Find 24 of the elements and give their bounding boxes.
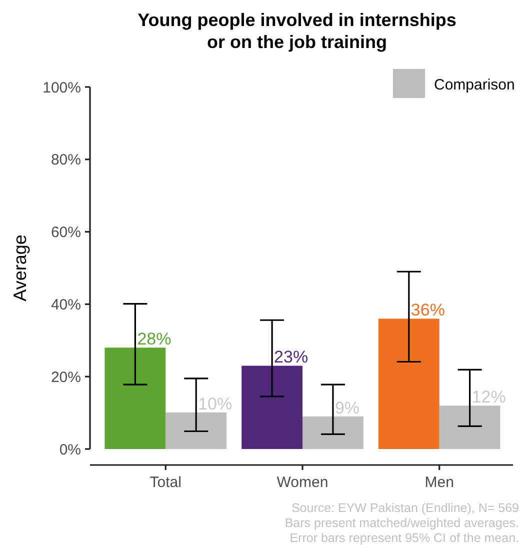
y-tick-label: 100% (42, 79, 81, 96)
x-tick-label: Women (276, 474, 328, 491)
text: Bars present matched/weighted averages. (284, 516, 519, 530)
y-axis-title: Average (10, 234, 30, 302)
y-tick-label: 0% (59, 441, 81, 458)
bar (104, 348, 166, 449)
bar (439, 406, 500, 449)
data-label: 23% (274, 348, 308, 367)
bar (166, 412, 227, 449)
bar (242, 366, 302, 449)
y-tick-label: 60% (50, 224, 81, 242)
text: Error bars represent 95% CI of the mean. (290, 531, 519, 545)
x-tick-label: Men (424, 474, 454, 491)
y-tick-label: 80% (50, 152, 81, 169)
y-tick-label: 20% (50, 368, 81, 386)
bar (378, 318, 440, 449)
source-note: Source: EYW Pakistan (Endline), N= 569 (291, 501, 520, 515)
data-label: 36% (410, 300, 445, 320)
data-label: 28% (137, 330, 172, 349)
y-tick-label: 40% (50, 296, 81, 314)
legend-label: Comparison (434, 76, 515, 94)
x-tick-label: Total (150, 474, 182, 491)
bar (302, 416, 364, 449)
chart-title: Young people involved in internships or on the job training (138, 10, 456, 52)
